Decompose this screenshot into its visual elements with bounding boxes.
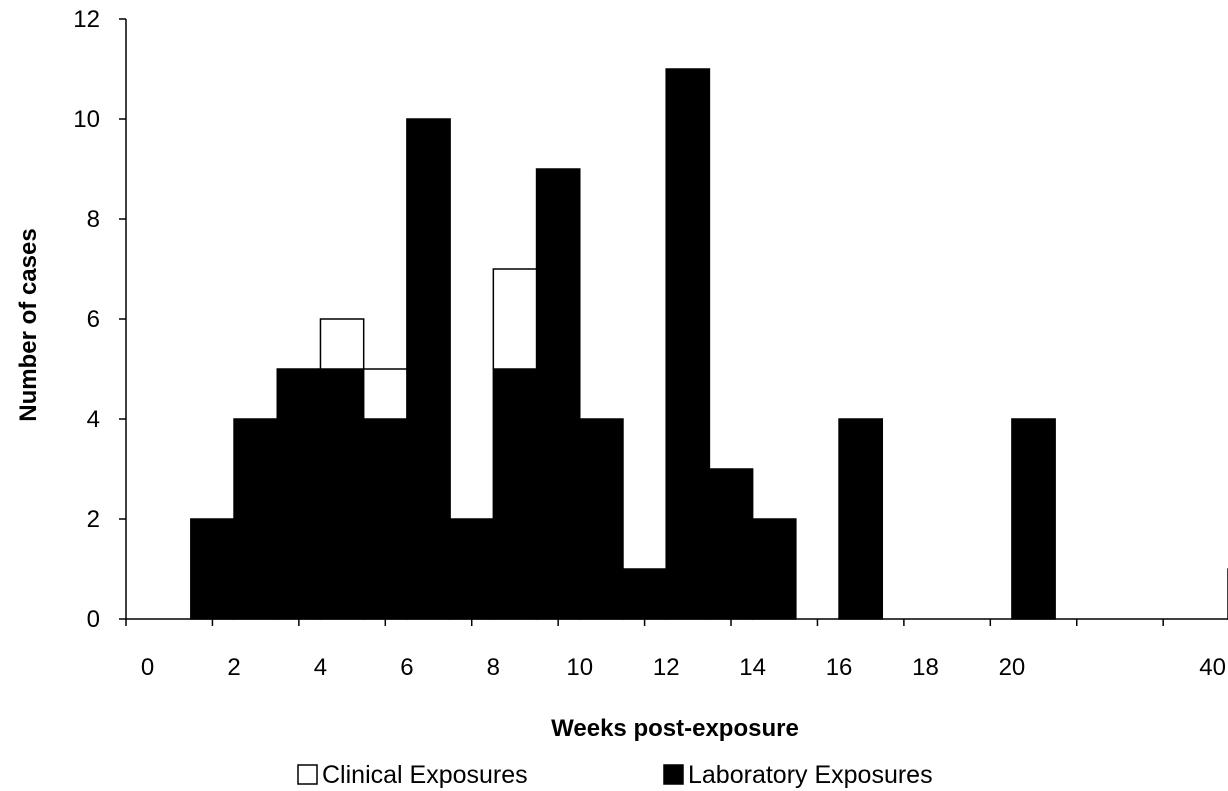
bar-laboratory-12	[665, 68, 711, 620]
bar-laboratory-10	[579, 418, 624, 620]
bars-group	[190, 68, 1228, 620]
bar-laboratory-20	[1011, 418, 1056, 620]
bar-clinical-4	[319, 318, 365, 370]
y-tick-label: 2	[87, 506, 100, 533]
y-tick-label: 12	[73, 6, 100, 33]
bar-laboratory-4	[319, 368, 365, 620]
bar-laboratory-8	[492, 368, 538, 620]
bar-laboratory-13	[708, 468, 754, 620]
y-tick-label: 10	[73, 106, 100, 133]
legend-swatch-clinical	[297, 764, 318, 785]
bar-laboratory-11	[622, 568, 667, 620]
legend-label-laboratory: Laboratory Exposures	[688, 761, 933, 789]
bar-clinical-5	[362, 368, 408, 420]
x-tick-label: 18	[912, 654, 939, 681]
y-tick-label: 6	[87, 306, 100, 333]
bar-laboratory-1	[190, 518, 235, 620]
bar-laboratory-14	[751, 518, 797, 620]
y-tick-labels: 0 2 4 6 8 10 12	[73, 6, 100, 633]
y-axis-title: Number of cases	[15, 228, 42, 421]
x-tick-label: 16	[826, 654, 853, 681]
axes-group	[119, 18, 1228, 626]
bar-laboratory-9	[535, 168, 581, 620]
x-tick-label: 20	[999, 654, 1026, 681]
bar-clinical-8	[492, 268, 538, 370]
y-tick-label: 4	[87, 406, 100, 433]
x-tick-label: 4	[314, 654, 327, 681]
bar-laboratory-5	[362, 418, 408, 620]
bar-laboratory-7	[449, 518, 495, 620]
x-tick-label: 2	[227, 654, 240, 681]
x-tick-labels: 0 2 4 6 8 10 12 14 16 18 20 40	[141, 654, 1226, 681]
x-tick-label: 6	[400, 654, 413, 681]
x-tick-label: 0	[141, 654, 154, 681]
x-tick-label: 12	[653, 654, 680, 681]
bar-laboratory-16	[838, 418, 884, 620]
legend-label-clinical: Clinical Exposures	[322, 761, 528, 789]
legend: Clinical Exposures Laboratory Exposures	[297, 761, 933, 789]
y-tick-label: 0	[87, 606, 100, 633]
y-tick-label: 8	[87, 206, 100, 233]
bar-laboratory-6	[406, 118, 451, 620]
x-axis-title: Weeks post-exposure	[551, 715, 799, 742]
x-tick-label: 40	[1199, 654, 1226, 681]
legend-swatch-laboratory	[663, 764, 684, 785]
bar-laboratory-2	[233, 418, 279, 620]
bar-laboratory-3	[276, 368, 322, 620]
x-tick-label: 14	[739, 654, 766, 681]
x-tick-label: 10	[566, 654, 593, 681]
x-tick-label: 8	[487, 654, 500, 681]
